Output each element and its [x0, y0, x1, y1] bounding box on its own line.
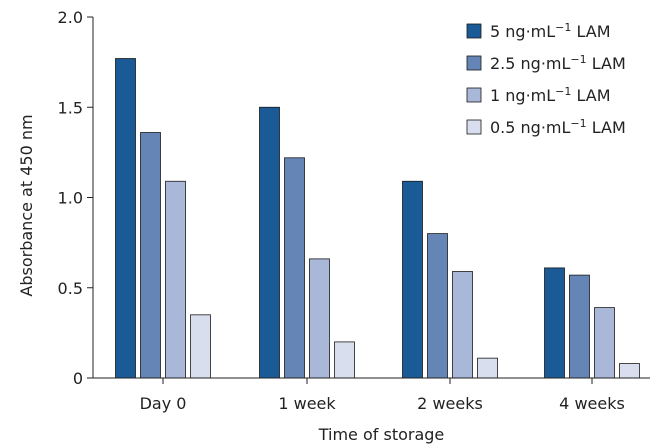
bar	[619, 363, 640, 379]
bar	[115, 58, 136, 379]
bar	[284, 157, 305, 379]
bar	[190, 314, 211, 379]
x-tick-label: Day 0	[140, 394, 187, 413]
bar	[544, 267, 565, 379]
x-tick-label: 4 weeks	[559, 394, 625, 413]
bar	[569, 274, 590, 379]
bar	[259, 106, 280, 379]
bar	[594, 307, 615, 379]
bar	[140, 132, 161, 379]
x-ticks-group: Day 0 1 week 2 weeks 4 weeks	[140, 378, 625, 413]
legend-label: 0.5 ng·mL−1 LAM	[490, 117, 626, 137]
bar	[402, 180, 423, 379]
bar	[427, 233, 448, 379]
y-axis-title: Absorbance at 450 nm	[17, 114, 36, 296]
legend: 5 ng·mL−1 LAM 2.5 ng·mL−1 LAM 1 ng·mL−1 LA…	[466, 21, 626, 137]
x-axis-title: Time of storage	[318, 425, 445, 444]
bar	[334, 341, 355, 379]
legend-label: 2.5 ng·mL−1 LAM	[490, 53, 626, 73]
legend-swatch	[466, 87, 482, 103]
legend-label: 1 ng·mL−1 LAM	[490, 85, 611, 105]
legend-label: 5 ng·mL−1 LAM	[490, 21, 611, 41]
x-tick-label: 2 weeks	[417, 394, 483, 413]
y-tick-label: 2.0	[58, 8, 83, 27]
y-tick-label: 0.5	[58, 279, 83, 298]
bar	[452, 271, 473, 379]
y-tick-label: 0	[73, 369, 83, 388]
bar	[477, 357, 498, 379]
bars-group	[115, 58, 640, 379]
bar	[309, 258, 330, 379]
bar	[165, 180, 186, 379]
y-tick-label: 1.0	[58, 189, 83, 208]
y-ticks-group: 0 0.5 1.0 1.5 2.0	[58, 8, 93, 388]
legend-swatch	[466, 119, 482, 135]
x-tick-label: 1 week	[278, 394, 336, 413]
y-tick-label: 1.5	[58, 98, 83, 117]
legend-swatch	[466, 55, 482, 71]
legend-swatch	[466, 23, 482, 39]
